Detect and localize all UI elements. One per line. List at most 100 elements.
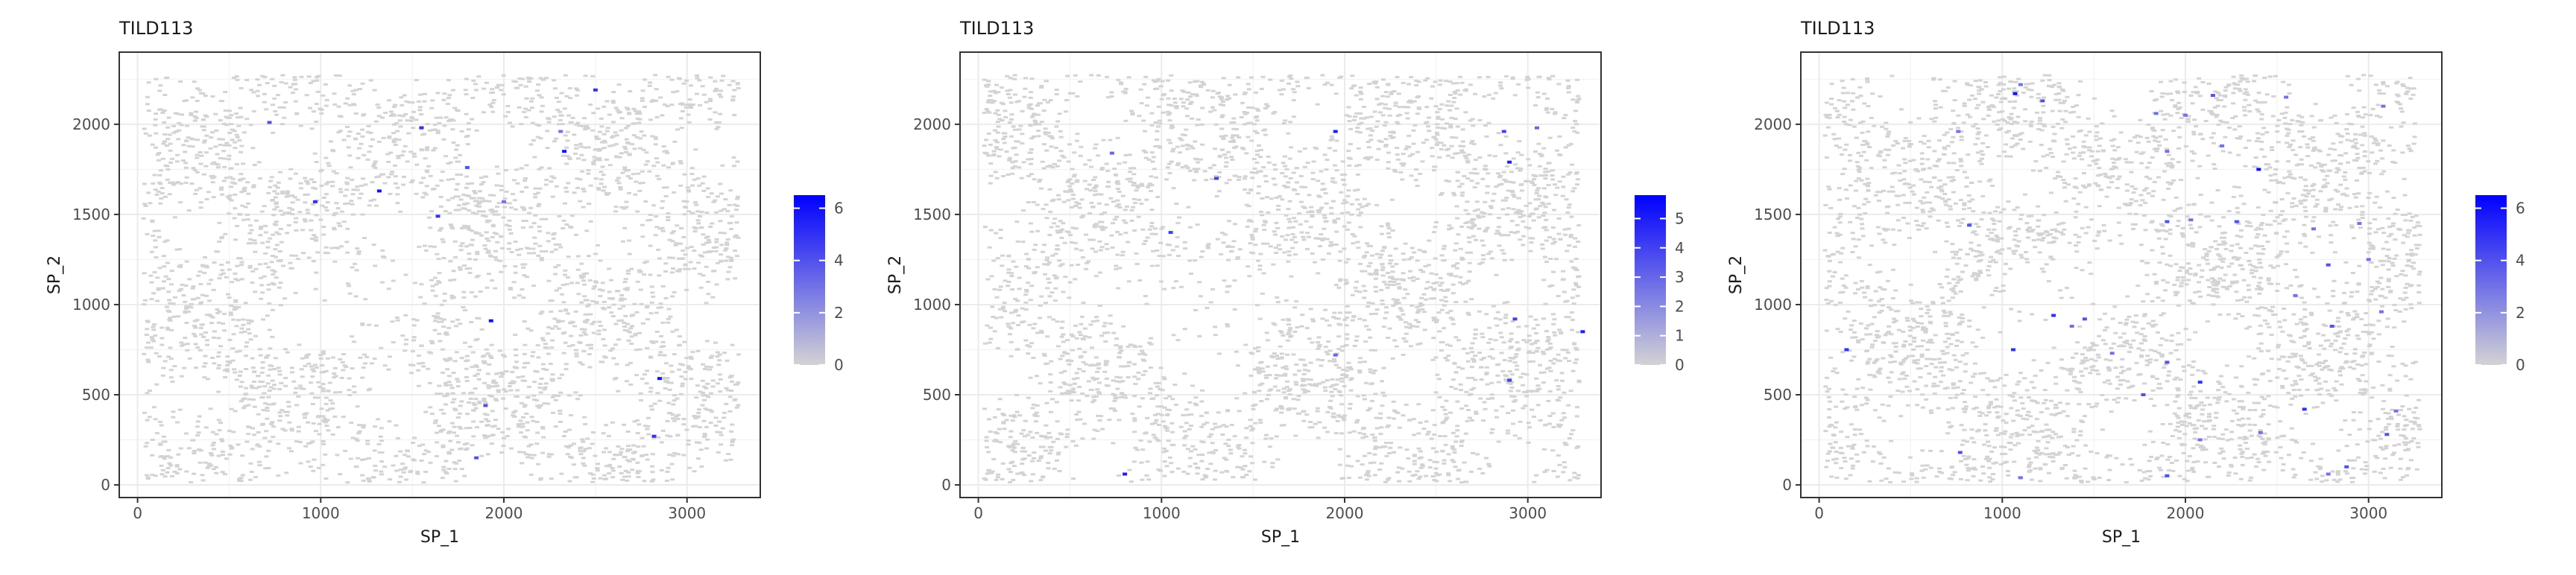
spot [226,261,230,264]
spot [251,92,256,94]
spot [359,193,364,195]
spot [1171,249,1175,251]
spot [1124,88,1128,90]
spot [644,164,648,166]
spot [531,139,536,142]
spot [704,212,709,214]
spot [648,214,653,216]
spot [158,442,162,445]
spot [456,416,461,419]
spot [1363,198,1367,200]
spot [405,450,410,452]
spot [1431,447,1436,449]
spot [256,375,260,377]
spot [624,278,628,280]
spot [214,472,218,474]
spot [648,273,652,276]
spot [678,185,683,187]
spot [1124,154,1128,156]
spot [361,83,365,85]
spot [439,409,443,411]
spot [435,253,439,255]
spot [716,363,721,366]
spot [610,422,615,424]
spot [357,424,362,426]
spot [591,162,596,164]
spot [1381,114,1386,116]
spot [469,398,473,400]
spot [420,149,424,151]
spot [701,363,705,366]
spot [273,110,277,112]
spot [670,478,675,480]
spot [362,154,366,156]
spot [334,202,338,204]
spot [175,160,180,162]
x-axis-label: SP_1 [420,528,459,547]
spot [620,117,625,119]
spot [343,194,347,197]
spot [1008,436,1013,438]
spot [539,77,543,80]
spot [250,385,254,387]
spot [614,323,619,325]
spot [671,91,675,93]
expressing-spot [313,200,318,203]
spot [665,480,669,482]
spot [310,368,315,370]
spot [220,194,224,196]
spot [1084,234,1088,236]
spot [702,386,707,388]
spot [338,391,342,393]
spot [1184,408,1189,410]
spot [507,220,511,222]
spot [539,392,543,394]
spot [519,123,523,125]
spot [159,108,163,110]
expressing-spot [474,457,479,460]
spot [1418,450,1423,452]
spot [1038,317,1042,319]
spot [398,211,402,213]
spot [1400,310,1404,312]
spot [464,368,469,370]
spot [1006,93,1011,95]
spot [566,115,571,117]
spot [309,220,313,222]
spot [271,309,275,311]
spot [1370,433,1374,436]
spot [212,337,216,339]
spot [216,337,221,339]
spot [453,360,458,362]
spot [982,407,987,410]
spot [1386,287,1390,289]
spot [195,87,200,89]
spot [602,451,606,454]
spot [1003,302,1007,304]
spot [584,299,588,301]
spot [1292,188,1296,191]
spot [1292,354,1296,356]
spot [355,247,359,250]
spot [452,270,456,272]
spot [184,471,189,473]
spot [1509,390,1513,392]
spot [241,319,245,321]
spot [458,413,462,415]
spot [370,362,374,364]
spot [674,416,678,418]
spot [1305,327,1310,329]
spot [728,395,733,398]
spot [1082,361,1086,363]
spot [703,251,707,253]
spot [1119,396,1123,398]
spot [992,150,997,153]
spot [525,164,529,166]
spot [493,250,498,252]
spot [1375,120,1380,122]
spot [490,279,494,282]
spot [1306,162,1310,164]
spot [239,87,244,89]
spot [1374,286,1378,288]
spot [1455,107,1459,109]
